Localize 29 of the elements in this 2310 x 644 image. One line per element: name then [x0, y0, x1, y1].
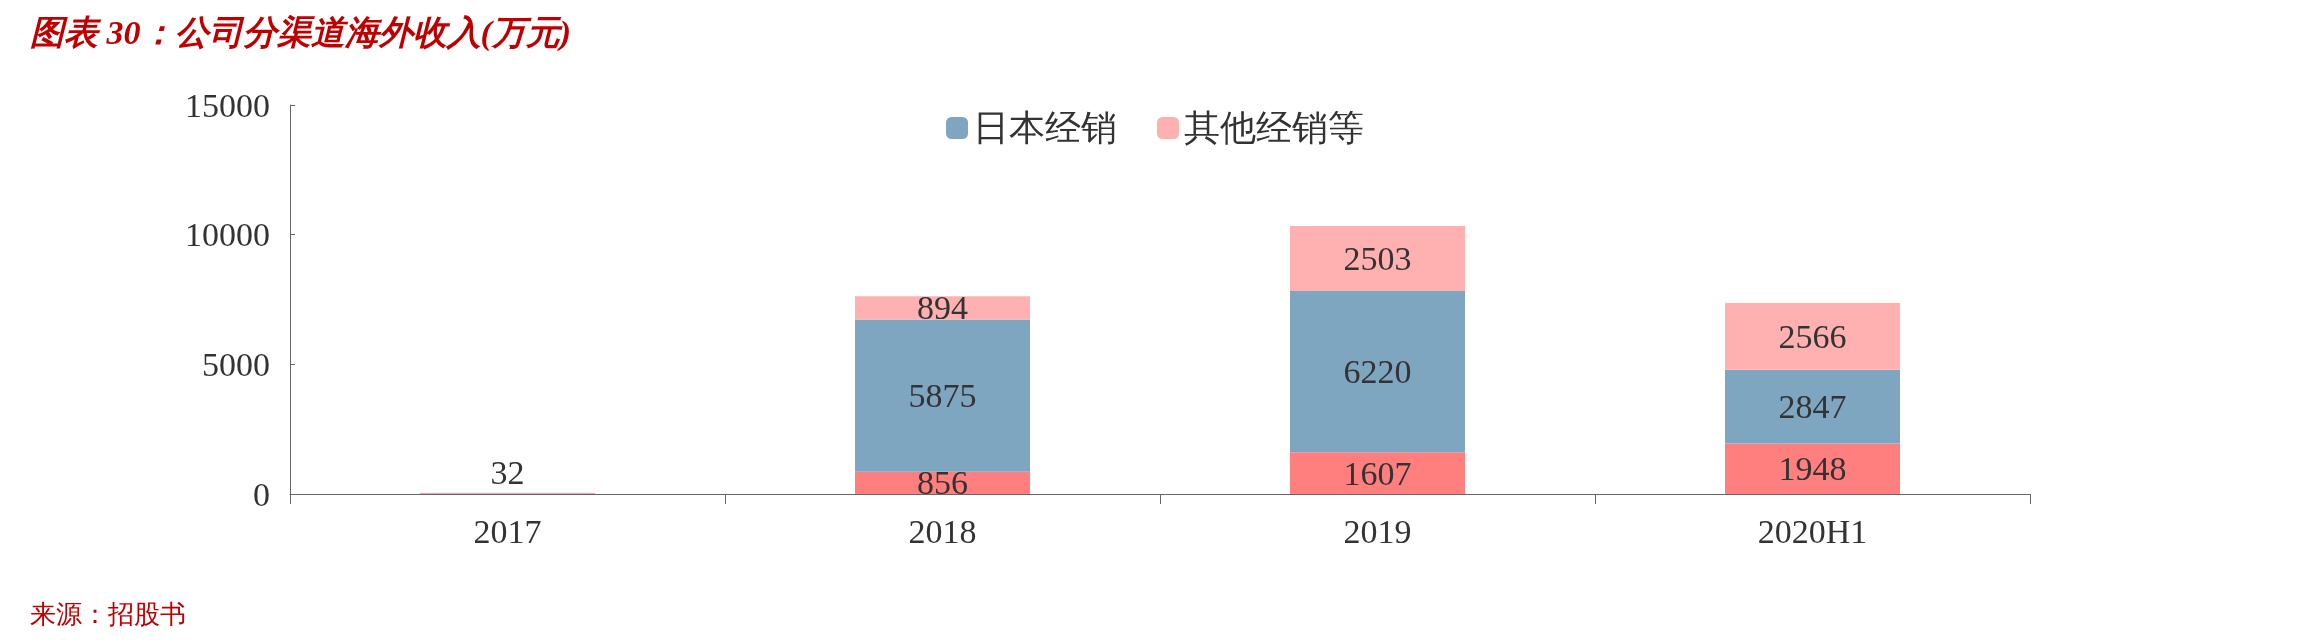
bar: [855, 319, 1030, 472]
x-tick-label: 2020H1: [1757, 512, 1868, 550]
legend-label: 日本经销: [973, 108, 1117, 148]
data-label: 856: [917, 464, 968, 502]
x-tick-label: 2017: [473, 512, 542, 550]
x-tick-label: 2019: [1343, 512, 1412, 550]
bar: [1725, 303, 1900, 370]
data-label: 1607: [1343, 454, 1412, 492]
data-label: 894: [917, 289, 968, 327]
data-label: 5875: [908, 377, 977, 415]
data-label: 6220: [1343, 353, 1412, 391]
y-tick-label: 10000: [185, 216, 270, 254]
bar: [1290, 452, 1465, 494]
bar: [1290, 226, 1465, 292]
legend-label: 其他经销等: [1184, 108, 1364, 148]
x-tick-label: 2018: [908, 512, 977, 550]
bar: [1725, 443, 1900, 494]
bar: [1290, 291, 1465, 453]
y-tick-label: 0: [253, 475, 270, 513]
y-tick-label: 15000: [185, 86, 270, 124]
data-label: 2503: [1343, 240, 1412, 278]
y-tick-label: 5000: [202, 345, 270, 383]
chart-title: 图表 30：公司分渠道海外收入(万元): [30, 13, 572, 52]
data-label: 2847: [1778, 388, 1847, 426]
bar: [1725, 369, 1900, 444]
source-note: 来源：招股书: [30, 599, 186, 629]
data-label: 2566: [1778, 317, 1847, 355]
data-label: 1948: [1778, 450, 1847, 488]
data-label: 32: [490, 453, 525, 491]
